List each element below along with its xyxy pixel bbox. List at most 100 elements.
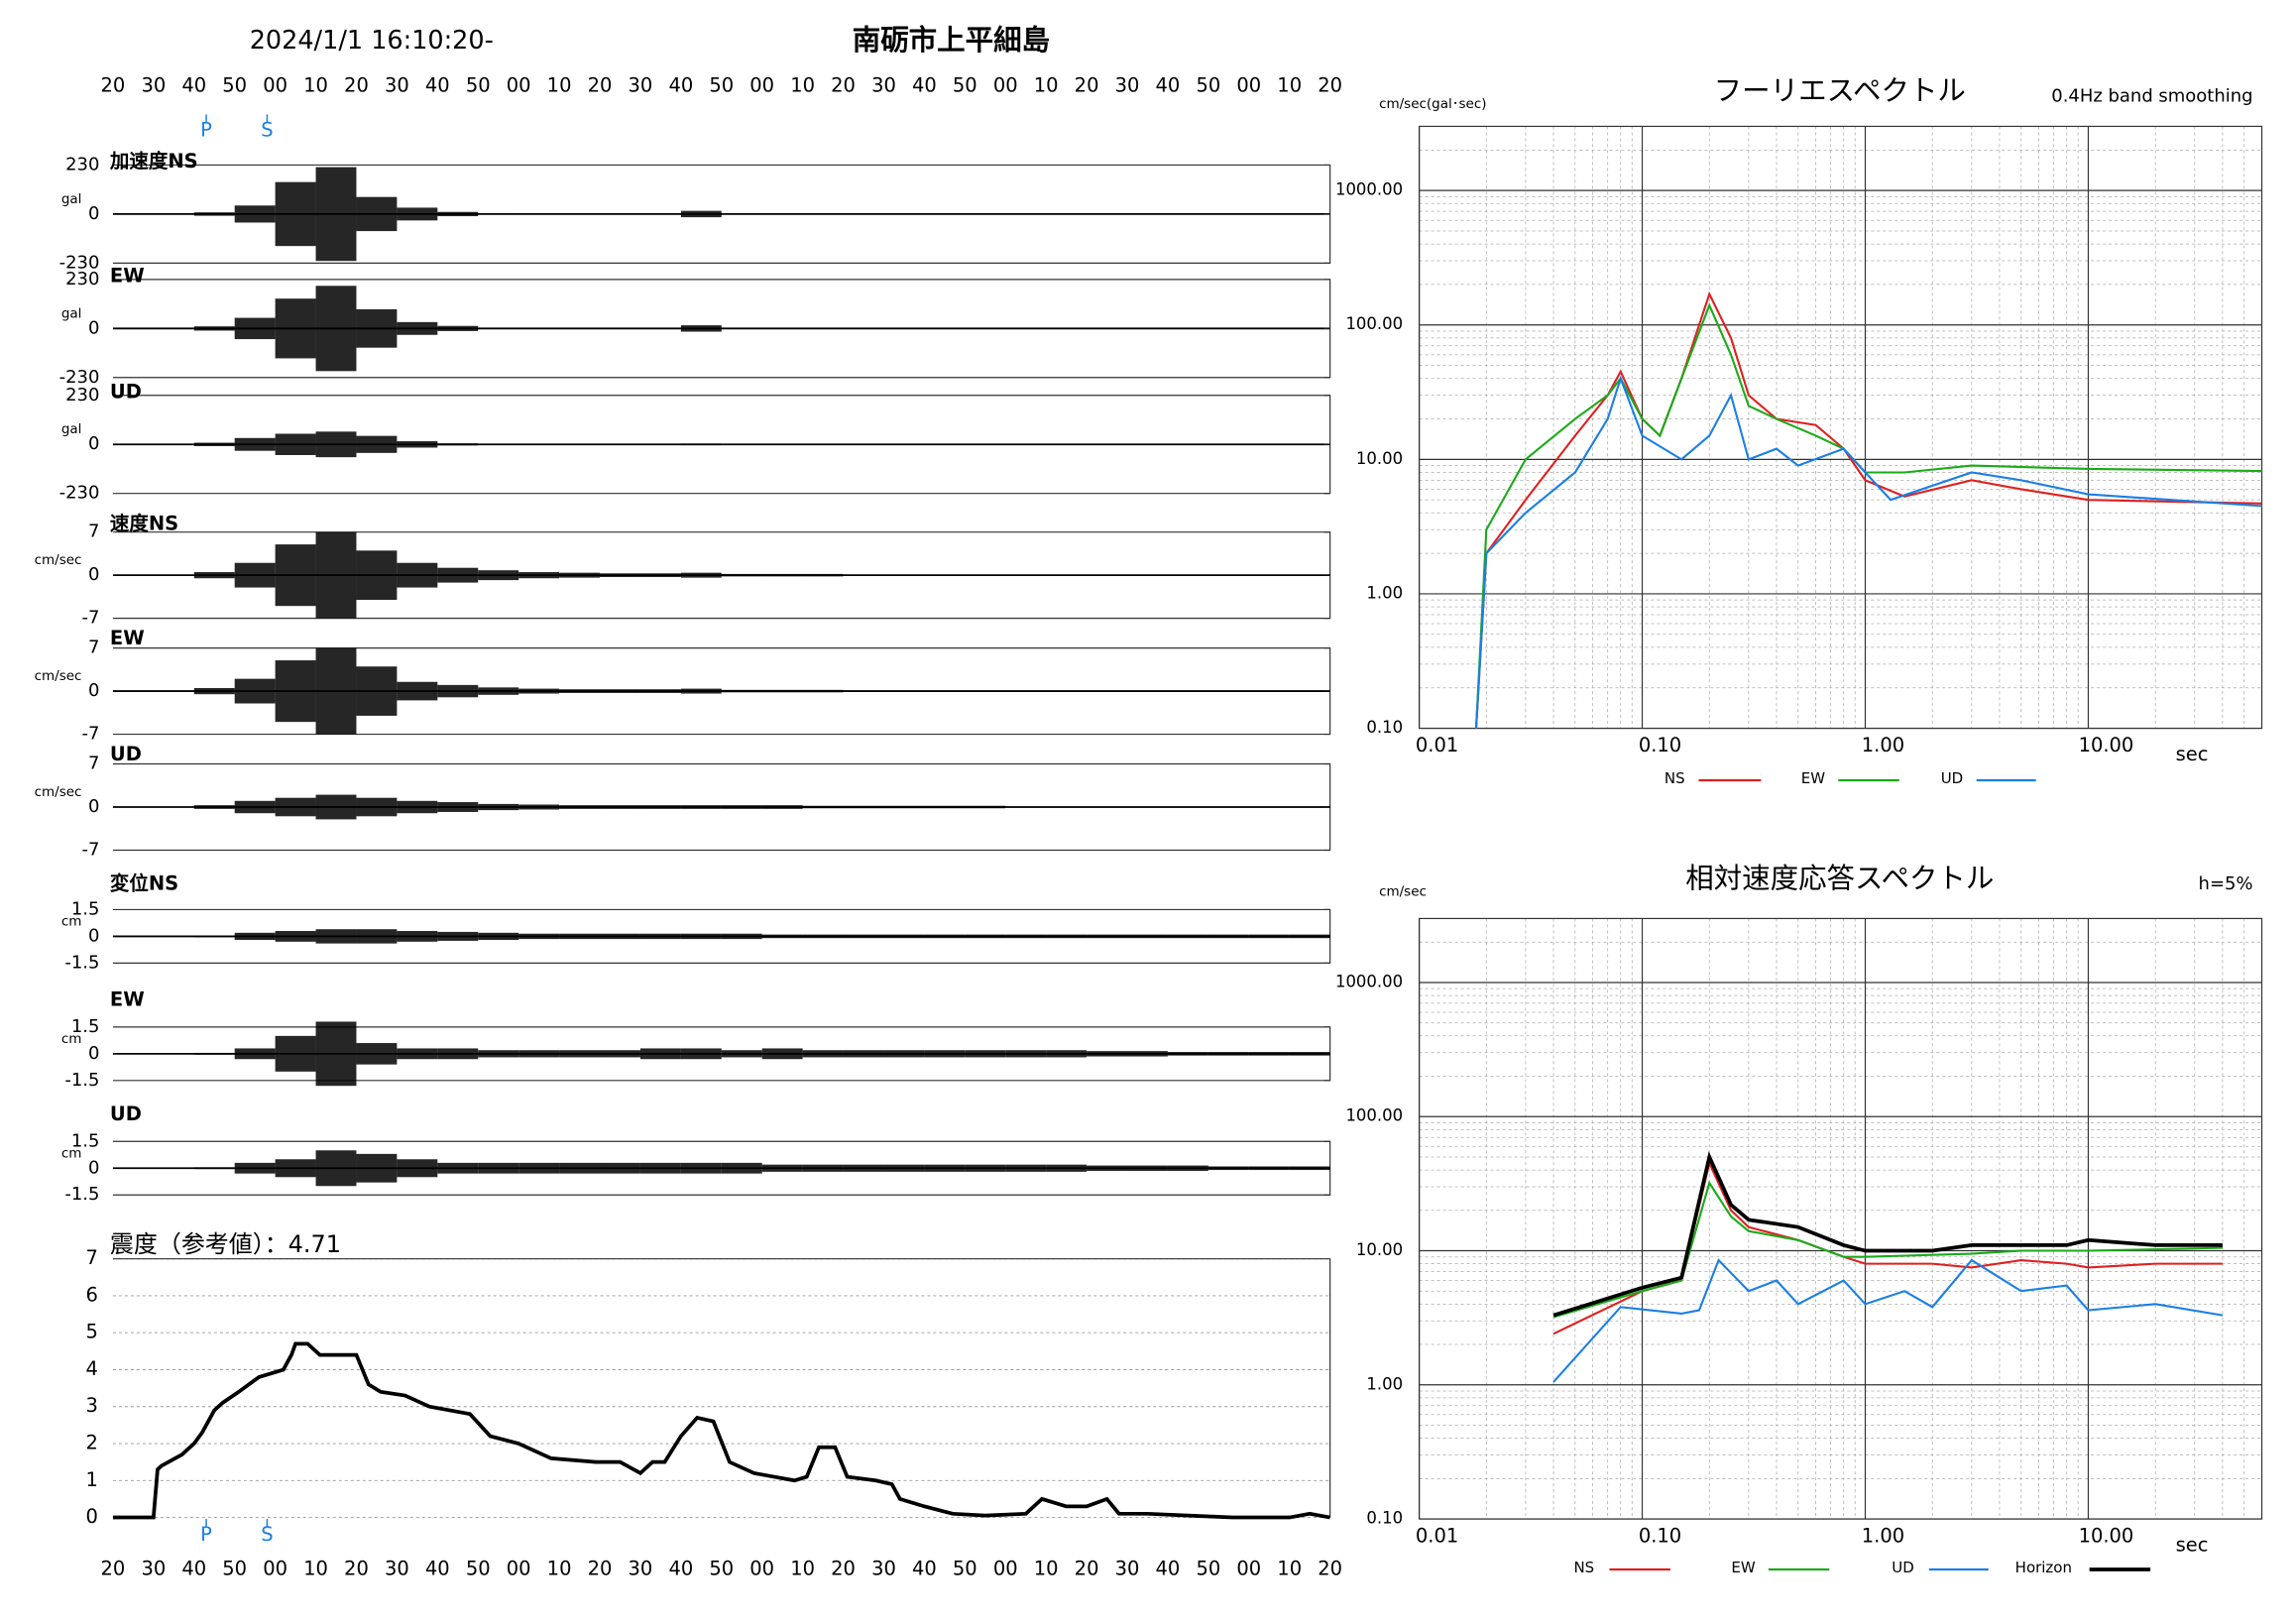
waveform-envelope — [356, 308, 398, 348]
spectrum-line — [1552, 1258, 2224, 1383]
y-tick-label: 230 — [65, 154, 99, 174]
y-tick-label: -7 — [82, 608, 100, 629]
waveform-envelope — [559, 572, 601, 578]
waveform-envelope — [193, 805, 235, 809]
legend-label: NS — [1665, 769, 1685, 787]
time-tick-label: 40 — [181, 1558, 206, 1580]
waveform-envelope — [1167, 806, 1208, 808]
panel-title: EW — [110, 264, 145, 287]
waveform-envelope — [965, 574, 1006, 576]
waveform-envelope — [437, 1048, 479, 1060]
unit-label: gal — [61, 421, 82, 437]
panel-title: 加速度NS — [109, 150, 198, 173]
waveform-envelope — [1207, 574, 1249, 576]
waveform-envelope — [883, 934, 925, 939]
waveform-envelope — [1046, 1164, 1088, 1172]
waveform-envelope — [478, 443, 519, 445]
waveform-envelope — [802, 1164, 844, 1172]
waveform-envelope — [275, 433, 316, 455]
x-tick-label: 10.00 — [2079, 1525, 2134, 1548]
waveform-envelope — [1167, 1052, 1208, 1056]
waveform-envelope — [437, 325, 479, 331]
time-tick-label: 30 — [629, 73, 653, 96]
time-tick-label: 50 — [222, 73, 247, 96]
waveform-envelope — [600, 805, 640, 809]
waveform-envelope — [1046, 1050, 1088, 1058]
y-tick-label: 0 — [88, 564, 99, 585]
waveform-envelope — [924, 934, 966, 939]
time-tick-label: 10 — [790, 73, 815, 96]
waveform-envelope — [559, 933, 601, 940]
waveform-envelope — [234, 678, 276, 704]
time-tick-label: 30 — [141, 73, 166, 96]
x-tick-label: 0.01 — [1416, 1525, 1458, 1548]
waveform-envelope — [397, 931, 438, 942]
y-tick-label: 100.00 — [1345, 1106, 1403, 1125]
waveform-envelope — [437, 211, 479, 217]
waveform-envelope — [1087, 1051, 1128, 1057]
x-tick-label: 0.10 — [1639, 1525, 1681, 1548]
waveform-envelope — [761, 805, 803, 809]
waveform-envelope — [397, 441, 438, 448]
waveform-envelope — [680, 933, 722, 940]
spectrum-line — [1474, 375, 2262, 729]
y-tick-label: 0.10 — [1366, 1509, 1403, 1528]
y-tick-label: 7 — [86, 1246, 98, 1269]
waveform-envelope — [193, 935, 235, 938]
y-tick-label: 100.00 — [1345, 314, 1403, 333]
y-tick-label: 1 — [86, 1468, 98, 1491]
waveform-envelope — [315, 531, 357, 619]
y-tick-label: 10.00 — [1356, 449, 1403, 468]
y-tick-label: 1.00 — [1366, 1374, 1403, 1393]
waveform-envelope — [315, 794, 357, 820]
waveform-envelope — [356, 797, 398, 817]
legend-label: UD — [1941, 769, 1964, 787]
y-axis-unit: cm/sec(gal･sec) — [1379, 96, 1486, 112]
y-tick-label: 1.5 — [71, 1130, 100, 1151]
waveform-envelope — [721, 213, 762, 215]
time-tick-label: 40 — [425, 73, 450, 96]
y-tick-label: 1000.00 — [1335, 972, 1403, 990]
time-tick-label: 30 — [385, 73, 409, 96]
waveform-envelope — [315, 929, 357, 944]
unit-label: cm/sec — [35, 552, 82, 568]
waveform-envelope — [639, 327, 681, 329]
y-tick-label: 0 — [88, 433, 99, 454]
waveform-envelope — [478, 1162, 519, 1174]
time-tick-label: 20 — [101, 1558, 126, 1580]
panel-title: UD — [110, 743, 142, 765]
waveform-envelope — [559, 805, 601, 809]
time-tick-label: 20 — [1075, 73, 1099, 96]
waveform-envelope — [639, 805, 681, 809]
time-tick-label: 00 — [749, 1558, 774, 1580]
waveform-envelope — [234, 562, 276, 588]
waveform-envelope — [924, 574, 966, 576]
waveform-envelope — [1248, 1166, 1290, 1171]
waveform-envelope — [437, 1162, 479, 1174]
waveform-envelope — [315, 1021, 357, 1087]
unit-label: gal — [61, 305, 82, 321]
waveform-envelope — [965, 934, 1006, 939]
waveform-envelope — [721, 573, 762, 577]
waveform-envelope — [600, 1162, 640, 1174]
waveform-envelope — [397, 562, 438, 588]
spectrum-line — [1474, 290, 2262, 729]
waveform-envelope — [680, 443, 722, 446]
y-tick-label: 0 — [88, 1043, 99, 1064]
station-name: 南砺市上平細島 — [853, 24, 1050, 57]
waveform-envelope — [924, 690, 966, 692]
unit-label: gal — [61, 191, 82, 207]
waveform-envelope — [883, 805, 925, 809]
time-tick-label: 50 — [1196, 1558, 1220, 1580]
waveform-envelope — [721, 1050, 762, 1058]
waveform-envelope — [639, 213, 681, 215]
time-tick-label: 30 — [629, 1558, 653, 1580]
x-tick-label: 0.10 — [1639, 734, 1681, 756]
y-tick-label: 230 — [65, 385, 99, 406]
time-tick-label: 30 — [871, 73, 896, 96]
waveform-envelope — [356, 550, 398, 600]
waveform-envelope — [1207, 1166, 1249, 1171]
waveform-envelope — [397, 800, 438, 814]
legend-label: UD — [1892, 1559, 1914, 1576]
unit-label: cm/sec — [35, 784, 82, 800]
